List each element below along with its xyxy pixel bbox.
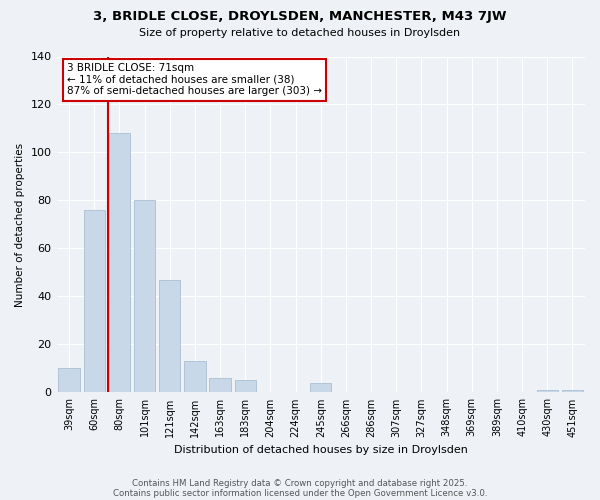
Bar <box>310 383 331 392</box>
Bar <box>235 380 256 392</box>
Bar <box>134 200 155 392</box>
X-axis label: Distribution of detached houses by size in Droylsden: Distribution of detached houses by size … <box>174 445 468 455</box>
Bar <box>184 361 206 392</box>
Text: 3 BRIDLE CLOSE: 71sqm
← 11% of detached houses are smaller (38)
87% of semi-deta: 3 BRIDLE CLOSE: 71sqm ← 11% of detached … <box>67 63 322 96</box>
Bar <box>109 134 130 392</box>
Bar <box>536 390 558 392</box>
Bar <box>209 378 231 392</box>
Text: 3, BRIDLE CLOSE, DROYLSDEN, MANCHESTER, M43 7JW: 3, BRIDLE CLOSE, DROYLSDEN, MANCHESTER, … <box>93 10 507 23</box>
Text: Size of property relative to detached houses in Droylsden: Size of property relative to detached ho… <box>139 28 461 38</box>
Text: Contains public sector information licensed under the Open Government Licence v3: Contains public sector information licen… <box>113 488 487 498</box>
Bar <box>58 368 80 392</box>
Y-axis label: Number of detached properties: Number of detached properties <box>15 142 25 306</box>
Text: Contains HM Land Registry data © Crown copyright and database right 2025.: Contains HM Land Registry data © Crown c… <box>132 478 468 488</box>
Bar <box>159 280 181 392</box>
Bar <box>83 210 105 392</box>
Bar <box>562 390 583 392</box>
